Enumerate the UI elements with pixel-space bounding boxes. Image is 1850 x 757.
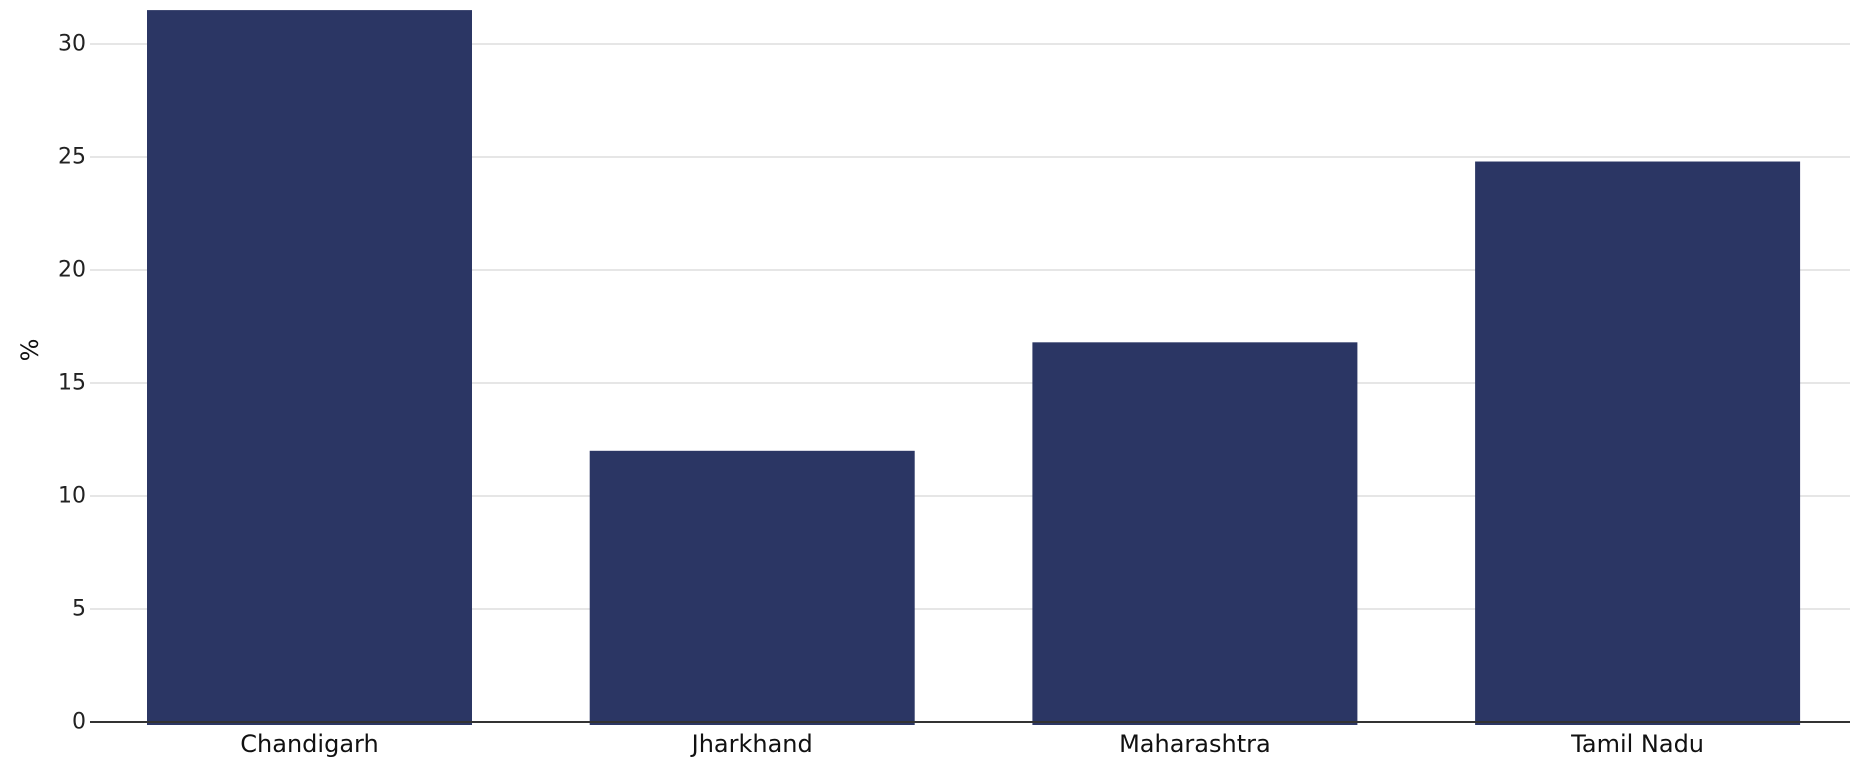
bar-tamil-nadu bbox=[1475, 161, 1801, 725]
bar-maharashtra bbox=[1032, 342, 1358, 725]
bars bbox=[147, 10, 1801, 726]
x-tick-label: Tamil Nadu bbox=[1570, 730, 1704, 757]
y-tick-label: 10 bbox=[58, 484, 86, 509]
y-axis-title: % bbox=[16, 339, 44, 362]
y-tick-label: 15 bbox=[58, 371, 86, 396]
y-tick-label: 20 bbox=[58, 258, 86, 283]
x-tick-label: Chandigarh bbox=[240, 730, 378, 757]
y-tick-label: 0 bbox=[72, 710, 86, 735]
x-tick-label: Jharkhand bbox=[690, 730, 813, 757]
y-tick-label: 25 bbox=[58, 145, 86, 170]
x-tick-label: Maharashtra bbox=[1119, 730, 1271, 757]
bar-chandigarh bbox=[147, 10, 472, 726]
x-tick-labels: Chandigarh Jharkhand Maharashtra Tamil Nadu bbox=[240, 730, 1704, 757]
y-tick-labels: 0 5 10 15 20 25 30 bbox=[58, 32, 86, 735]
bar-jharkhand bbox=[589, 450, 915, 725]
y-tick-label: 30 bbox=[58, 32, 86, 57]
y-tick-label: 5 bbox=[72, 597, 86, 622]
